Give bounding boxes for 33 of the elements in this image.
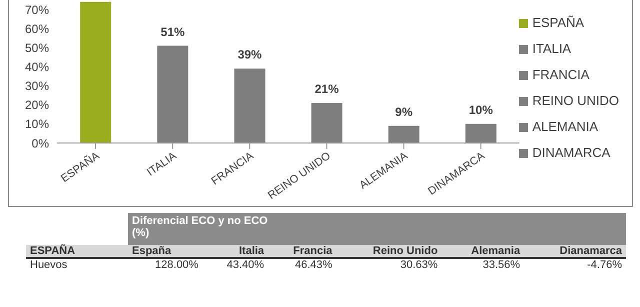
- text: 46.43%: [294, 258, 334, 271]
- text: 43.40%: [226, 258, 266, 271]
- category-label: Italia: [238, 245, 266, 258]
- legend-label: REINO UNIDO: [532, 92, 619, 108]
- category-label: Dianamarca: [558, 245, 623, 258]
- text: 128.00%: [154, 258, 200, 271]
- text: 30.63%: [399, 258, 439, 271]
- data-label: 51%: [160, 24, 186, 39]
- y-tick-label: 0%: [32, 136, 50, 150]
- text: Diferencial ECO y no ECO (%): [132, 215, 269, 239]
- y-tick-label: 20%: [24, 98, 50, 112]
- text: -4.76%: [586, 258, 623, 271]
- legend-label: FRANCIA: [532, 66, 590, 82]
- data-label: 10%: [468, 102, 494, 117]
- legend-label: ALEMANIA: [532, 118, 598, 134]
- category-label: Reino Unido: [372, 245, 439, 258]
- legend-label: ITALIA: [532, 40, 572, 56]
- category-label: Huevos: [30, 259, 68, 271]
- legend-label: ESPAÑA: [532, 14, 584, 30]
- data-label: 39%: [238, 48, 262, 62]
- y-tick-label: 70%: [24, 2, 50, 17]
- category-label: Francia: [292, 245, 334, 258]
- category-label: España: [131, 245, 172, 258]
- data-label: 9%: [395, 104, 413, 119]
- category-label: Alemania: [470, 245, 522, 258]
- y-tick-label: 40%: [24, 60, 50, 74]
- text: ESPAÑA: [29, 245, 76, 258]
- y-tick-label: 50%: [24, 40, 50, 55]
- y-tick-label: 60%: [24, 22, 50, 36]
- text: 33.56%: [482, 258, 522, 271]
- data-label: 21%: [314, 82, 340, 96]
- y-tick-label: 30%: [24, 79, 50, 94]
- y-tick-label: 10%: [24, 117, 50, 132]
